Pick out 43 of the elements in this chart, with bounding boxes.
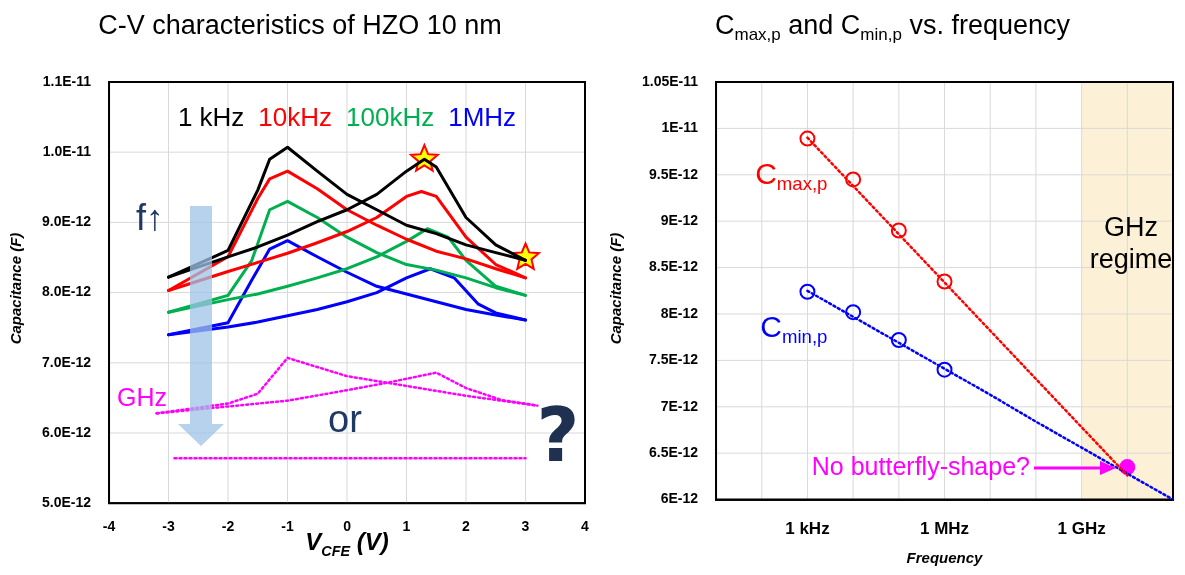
chart-title: C-V characteristics of HZO 10 nm — [97, 10, 503, 41]
y-tick-label: 6E-12 — [660, 490, 699, 507]
y-axis-title: Capacitance (F) — [606, 231, 624, 347]
y-tick-label: 9.0E-12 — [41, 213, 92, 230]
x-tick-label: 1 GHz — [1057, 519, 1106, 539]
annotation: GHz regime — [1089, 212, 1173, 275]
x-tick-label: 3 — [521, 518, 530, 535]
x-tick-label: 1 — [402, 518, 411, 535]
y-tick-label: 8E-12 — [660, 304, 699, 321]
annotation: ? — [536, 392, 580, 479]
text: 100kHz — [346, 102, 435, 132]
y-tick-label: 8.0E-12 — [41, 283, 92, 300]
text: 10kHz — [258, 102, 333, 132]
y-tick-label: 1.1E-11 — [42, 72, 92, 89]
annotation: f↑ — [135, 196, 165, 238]
annotation: or — [328, 398, 363, 441]
y-tick-label: 7.0E-12 — [41, 353, 92, 370]
y-tick-label: 5.0E-12 — [41, 494, 92, 511]
y-tick-label: 6.0E-12 — [41, 423, 92, 440]
y-tick-label: 7.5E-12 — [649, 351, 699, 368]
text: 1 kHz — [177, 102, 245, 132]
y-tick-label: 1.0E-11 — [42, 143, 92, 160]
x-axis-title: Frequency — [905, 549, 984, 566]
x-tick-label: 1 kHz — [785, 519, 830, 539]
x-tick-label: 1 MHz — [919, 519, 970, 539]
chart-title: C$_{max,p}$ and C$_{min,p}$ vs. frequency — [714, 10, 1071, 46]
y-axis-title: Capacitance (F) — [6, 231, 24, 347]
x-tick-label: -2 — [221, 518, 235, 535]
y-tick-label: 8.5E-12 — [649, 258, 699, 275]
y-tick-label: 6.5E-12 — [649, 444, 699, 461]
x-tick-label: 2 — [462, 518, 471, 535]
x-tick-label: -4 — [102, 518, 116, 535]
x-tick-label: -3 — [162, 518, 175, 535]
y-tick-label: 7E-12 — [660, 397, 699, 414]
x-tick-label: -1 — [281, 518, 294, 535]
annotation: No butterfly-shape? — [811, 451, 1030, 480]
text: 1MHz — [448, 102, 517, 132]
y-tick-label: 1E-11 — [661, 119, 699, 136]
y-tick-label: 9E-12 — [660, 212, 699, 229]
y-tick-label: 9.5E-12 — [649, 165, 699, 182]
y-tick-label: 1.05E-11 — [641, 72, 699, 89]
annotation: GHz — [117, 382, 167, 411]
x-tick-label: 4 — [581, 518, 590, 535]
